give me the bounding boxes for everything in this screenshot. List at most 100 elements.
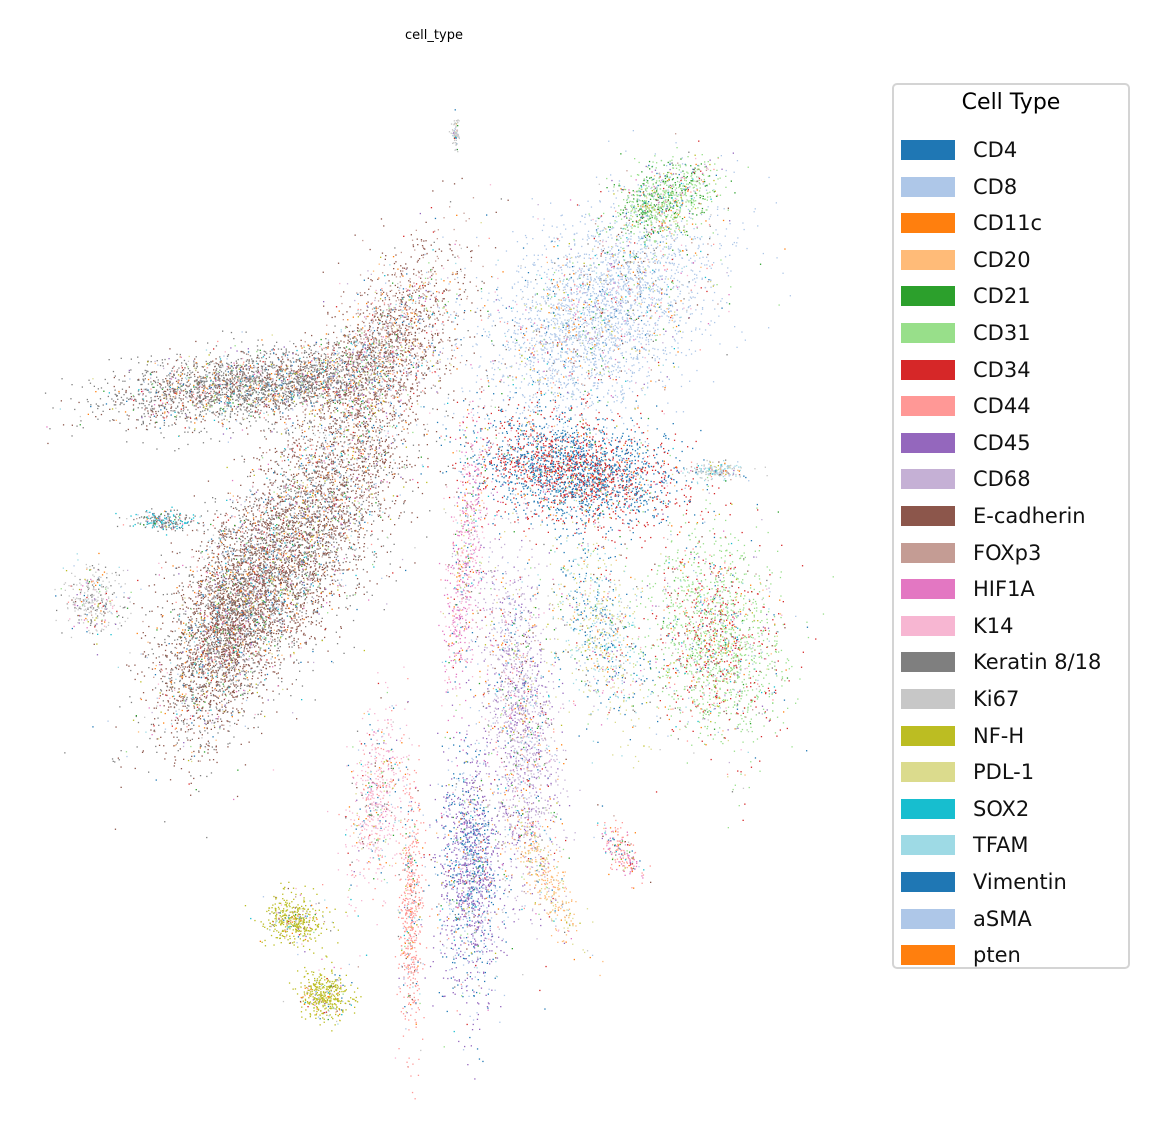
scatter-point xyxy=(279,646,281,648)
scatter-point xyxy=(278,650,280,652)
scatter-point xyxy=(354,497,356,499)
scatter-point xyxy=(190,758,192,760)
scatter-point xyxy=(276,493,278,495)
scatter-point xyxy=(320,606,322,608)
scatter-point xyxy=(402,419,405,421)
scatter-point xyxy=(171,603,174,605)
scatter-point xyxy=(323,574,325,577)
scatter-point xyxy=(253,567,255,569)
scatter-point xyxy=(307,555,310,557)
scatter-point xyxy=(271,510,273,512)
scatter-point xyxy=(262,492,264,494)
scatter-point xyxy=(201,658,203,660)
scatter-point xyxy=(377,514,379,516)
scatter-point xyxy=(305,435,308,438)
scatter-point xyxy=(283,623,286,625)
scatter-point xyxy=(210,671,213,673)
scatter-point xyxy=(384,458,387,461)
scatter-point xyxy=(359,449,361,451)
scatter-point xyxy=(217,596,219,598)
scatter-point xyxy=(270,645,272,647)
scatter-point xyxy=(225,659,227,661)
scatter-point xyxy=(306,508,308,511)
scatter-point xyxy=(341,524,343,526)
scatter-point xyxy=(251,533,253,535)
scatter-point xyxy=(148,667,150,669)
scatter-point xyxy=(388,422,390,424)
scatter-point xyxy=(298,538,300,540)
scatter-point xyxy=(274,470,276,472)
scatter-point xyxy=(303,539,306,541)
scatter-point xyxy=(156,627,158,629)
scatter-point xyxy=(200,580,202,582)
scatter-point xyxy=(262,493,265,495)
scatter-point xyxy=(327,521,329,523)
scatter-point xyxy=(223,654,225,656)
scatter-point xyxy=(300,580,302,582)
scatter-point xyxy=(238,654,240,656)
scatter-point xyxy=(285,544,287,546)
scatter-point xyxy=(287,534,289,536)
scatter-point xyxy=(356,477,358,479)
scatter-point xyxy=(225,630,227,632)
scatter-point xyxy=(345,537,347,539)
scatter-point xyxy=(361,489,363,491)
scatter-point xyxy=(280,593,282,595)
scatter-point xyxy=(470,250,472,253)
scatter-point xyxy=(294,481,296,483)
scatter-point xyxy=(466,360,468,362)
scatter-point xyxy=(242,668,244,670)
scatter-point xyxy=(162,615,164,617)
scatter-point xyxy=(172,565,174,567)
scatter-point xyxy=(286,585,289,587)
scatter-point xyxy=(287,493,289,496)
scatter-point xyxy=(273,599,275,601)
scatter-point xyxy=(283,455,285,457)
scatter-point xyxy=(294,534,296,536)
scatter-point xyxy=(312,462,314,464)
scatter-point xyxy=(290,558,293,560)
scatter-point xyxy=(291,588,293,590)
scatter-point xyxy=(325,544,328,547)
scatter-point xyxy=(377,491,379,493)
scatter-point xyxy=(137,579,139,582)
scatter-point xyxy=(327,529,330,531)
scatter-point xyxy=(312,496,314,498)
scatter-point xyxy=(247,573,249,575)
scatter-point xyxy=(414,464,416,467)
scatter-point xyxy=(314,516,317,518)
scatter-point xyxy=(269,479,271,481)
scatter-point xyxy=(254,500,256,503)
scatter-point xyxy=(195,620,198,622)
scatter-point xyxy=(241,609,243,612)
scatter-point xyxy=(281,619,283,621)
scatter-point xyxy=(284,527,287,529)
scatter-point xyxy=(292,499,294,501)
scatter-point xyxy=(236,795,239,798)
scatter-point xyxy=(286,478,289,480)
scatter-point xyxy=(142,750,144,752)
scatter-point xyxy=(279,545,281,548)
scatter-point xyxy=(285,516,287,518)
scatter-point xyxy=(262,572,265,574)
scatter-point xyxy=(307,508,309,510)
scatter-point xyxy=(225,526,227,528)
scatter-point xyxy=(263,622,265,624)
scatter-point xyxy=(287,582,289,585)
scatter-point xyxy=(257,627,259,629)
scatter-point xyxy=(359,547,361,549)
scatter-point xyxy=(307,576,310,579)
scatter-point xyxy=(261,549,263,551)
scatter-point xyxy=(167,709,169,711)
scatter-point xyxy=(268,427,270,430)
scatter-point xyxy=(234,600,236,603)
scatter-point xyxy=(297,473,300,475)
scatter-point xyxy=(252,671,254,673)
scatter-point xyxy=(306,521,308,523)
scatter-point xyxy=(280,558,282,560)
scatter-point xyxy=(285,488,288,490)
scatter-point xyxy=(293,594,296,596)
scatter-point xyxy=(219,628,221,630)
scatter-point xyxy=(290,601,292,604)
scatter-point xyxy=(247,611,249,613)
